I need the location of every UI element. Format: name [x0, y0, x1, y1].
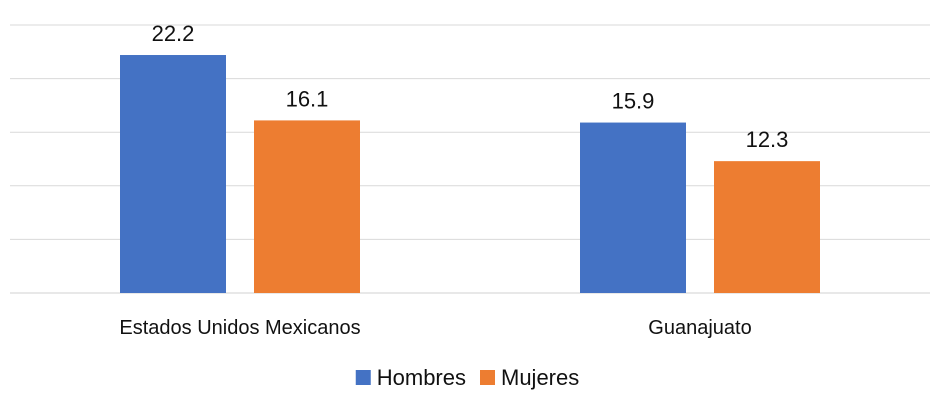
- bar-hombres-0: [120, 55, 226, 294]
- bar-hombres-1: [580, 122, 686, 293]
- data-label: 16.1: [286, 86, 329, 111]
- data-label: 22.2: [152, 21, 195, 46]
- category-label: Guanajuato: [648, 317, 751, 339]
- bars: [120, 55, 820, 294]
- category-labels: Estados Unidos Mexicanos Guanajuato: [119, 317, 751, 339]
- legend: Hombres Mujeres: [355, 365, 579, 390]
- legend-item-mujeres: Mujeres: [480, 365, 579, 390]
- legend-swatch: [480, 370, 495, 385]
- data-labels: 22.2 16.1 15.9 12.3: [152, 21, 789, 152]
- data-label: 12.3: [746, 127, 789, 152]
- legend-item-hombres: Hombres: [355, 365, 466, 390]
- category-label: Estados Unidos Mexicanos: [119, 317, 360, 339]
- legend-swatch: [355, 370, 371, 385]
- bar-mujeres-1: [714, 161, 820, 293]
- legend-label: Mujeres: [501, 365, 579, 390]
- legend-label: Hombres: [377, 365, 466, 390]
- bar-mujeres-0: [254, 120, 360, 294]
- data-label: 15.9: [612, 89, 655, 114]
